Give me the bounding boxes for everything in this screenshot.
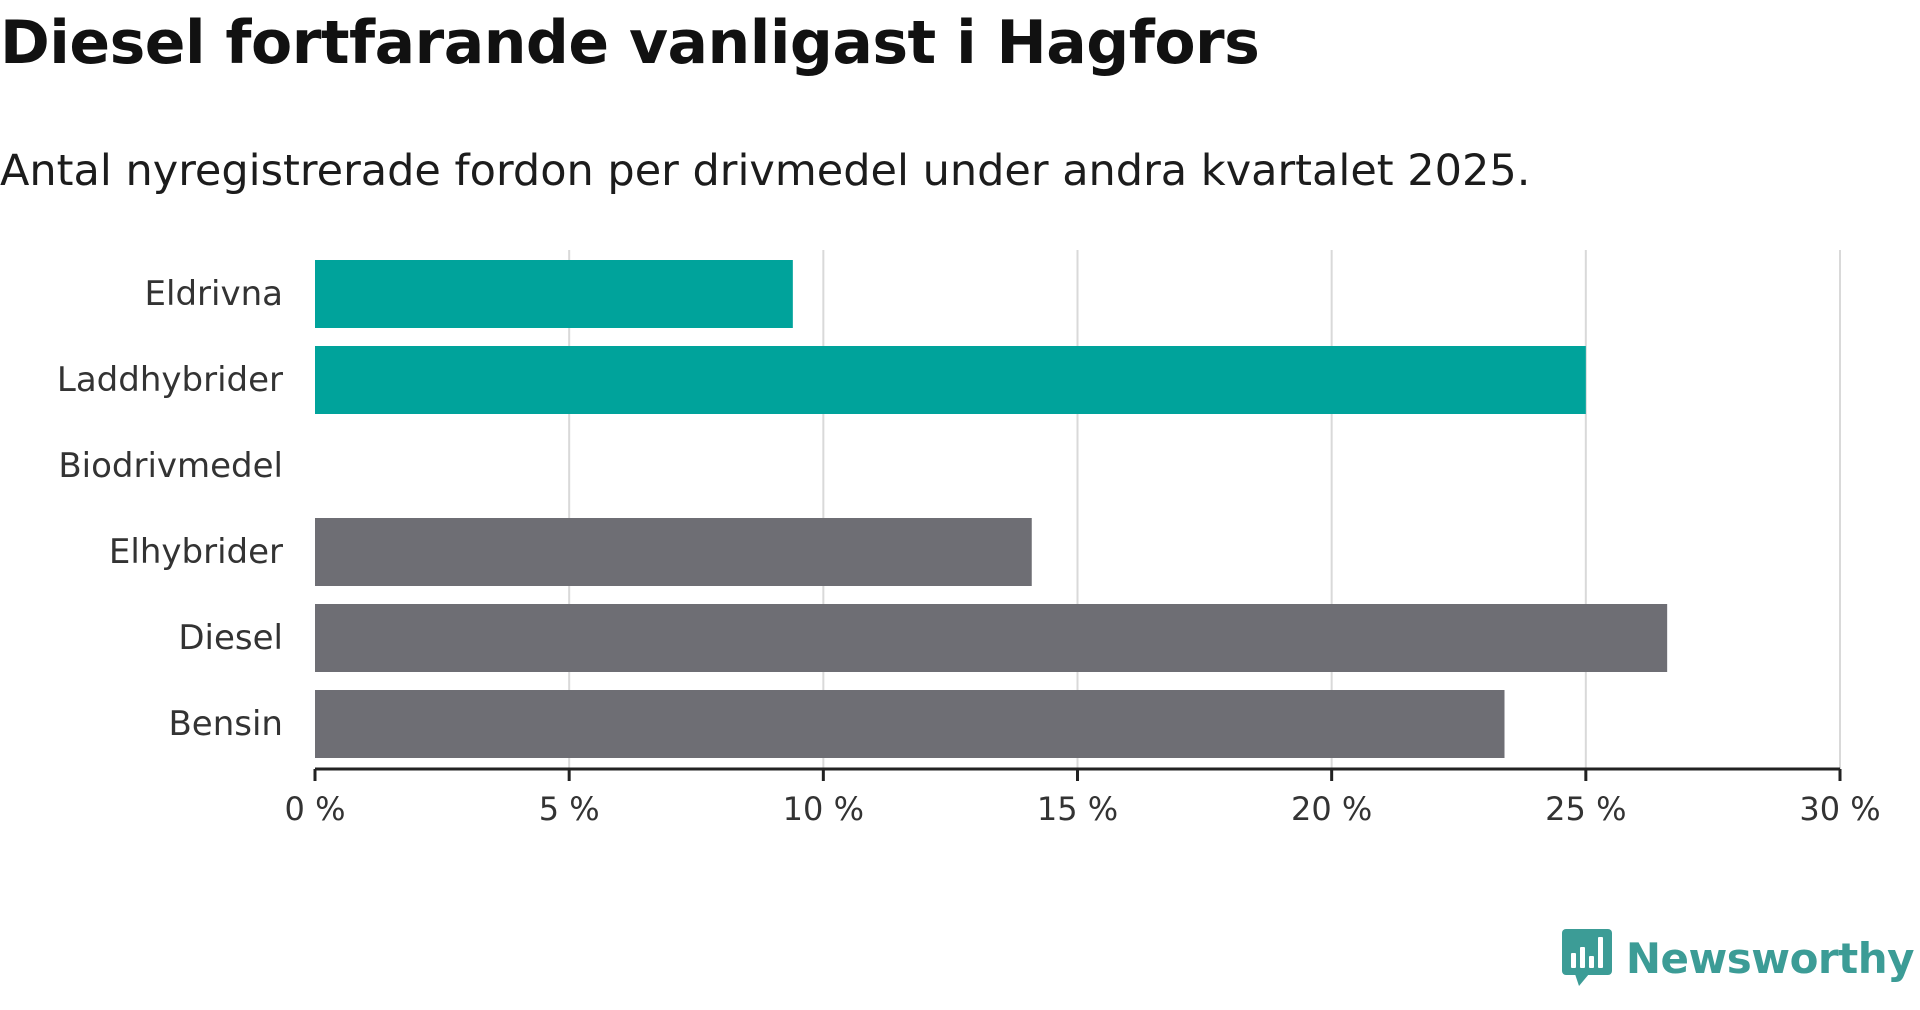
x-tick-label-3: 15 % <box>1037 790 1118 828</box>
category-label-bensin: Bensin <box>168 704 283 744</box>
category-label-eldrivna: Eldrivna <box>145 274 283 314</box>
category-label-elhybrider: Elhybrider <box>109 532 283 572</box>
category-label-laddhybrider: Laddhybrider <box>57 360 283 400</box>
category-label-diesel: Diesel <box>178 618 283 658</box>
x-tick-label-2: 10 % <box>783 790 864 828</box>
bar-eldrivna <box>315 260 793 328</box>
newsworthy-brand: Newsworthy <box>1561 928 1915 988</box>
x-axis: 0 % 5 % 10 % 15 % 20 % 25 % 30 % <box>285 767 1881 828</box>
bar-laddhybrider <box>315 346 1586 414</box>
x-tick-label-6: 30 % <box>1799 790 1880 828</box>
category-label-biodrivmedel: Biodrivmedel <box>58 446 283 486</box>
x-tick-label-0: 0 % <box>285 790 346 828</box>
category-labels: Eldrivna Laddhybrider Biodrivmedel Elhybrid… <box>57 274 283 744</box>
bars <box>315 260 1668 758</box>
bar-diesel <box>315 604 1668 672</box>
chart-subtitle: Antal nyregistrerade fordon per drivmede… <box>0 146 1531 196</box>
x-tick-label-1: 5 % <box>539 790 600 828</box>
x-tick-label-5: 25 % <box>1545 790 1626 828</box>
bar-elhybrider <box>315 518 1032 586</box>
bar-bensin <box>315 690 1505 758</box>
newsworthy-logo-icon <box>1561 929 1612 986</box>
chart-title: Diesel fortfarande vanligast i Hagfors <box>0 8 1260 78</box>
x-tick-label-4: 20 % <box>1291 790 1372 828</box>
brand-name: Newsworthy <box>1625 933 1915 983</box>
gridlines <box>568 250 1841 769</box>
